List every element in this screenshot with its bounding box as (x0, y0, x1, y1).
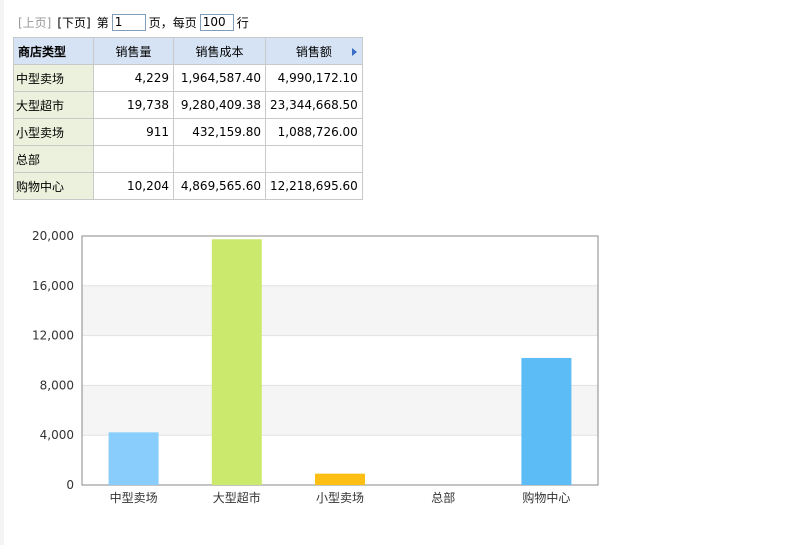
table-row: 大型超市 19,738 9,280,409.38 23,344,668.50 (13, 91, 363, 119)
header-sales-amount-label: 销售额 (295, 44, 332, 59)
table-row: 购物中心 10,204 4,869,565.60 12,218,695.60 (13, 172, 363, 200)
cell-qty: 911 (93, 118, 174, 146)
cell-cost: 9,280,409.38 (173, 91, 266, 119)
cell-sales: 4,990,172.10 (265, 64, 363, 92)
header-store-type[interactable]: 商店类型 (13, 37, 94, 65)
page-prefix-label: 第 (96, 15, 109, 30)
header-sales-qty[interactable]: 销售量 (93, 37, 174, 65)
cell-cost: 432,159.80 (173, 118, 266, 146)
x-tick-label: 中型卖场 (110, 490, 158, 505)
plot-area-border (81, 235, 599, 486)
cell-qty: 10,204 (93, 172, 174, 200)
bar-5[interactable] (521, 357, 572, 485)
bar-2[interactable] (211, 239, 262, 485)
cell-store-type: 购物中心 (13, 172, 94, 200)
table-row: 中型卖场 4,229 1,964,587.40 4,990,172.10 (13, 64, 363, 92)
x-tick-label: 大型超市 (213, 490, 261, 505)
cell-sales: 12,218,695.60 (265, 172, 363, 200)
y-tick-label: 8,000 (40, 378, 74, 392)
sales-table: 商店类型 销售量 销售成本 销售额 中型卖场 4,229 1,964,587.4… (13, 37, 363, 200)
y-tick-label: 20,000 (32, 229, 74, 243)
bar-3[interactable] (315, 473, 365, 485)
table-row: 总部 (13, 145, 363, 173)
cell-store-type: 大型超市 (13, 91, 94, 119)
bar-1[interactable] (108, 432, 159, 485)
page-suffix-label: 页，每页 (148, 15, 197, 30)
cell-sales: 23,344,668.50 (265, 91, 363, 119)
y-tick-label: 4,000 (40, 428, 74, 442)
cell-sales: 1,088,726.00 (265, 118, 363, 146)
grid-band (82, 285, 598, 336)
cell-store-type: 总部 (13, 145, 94, 173)
grid-band (82, 385, 598, 436)
left-margin-strip (0, 0, 4, 545)
cell-store-type: 中型卖场 (13, 64, 94, 92)
cell-store-type: 小型卖场 (13, 118, 94, 146)
cell-qty (93, 145, 174, 173)
x-tick-label: 小型卖场 (316, 491, 364, 505)
header-sales-cost[interactable]: 销售成本 (173, 37, 266, 65)
header-sales-amount[interactable]: 销售额 (265, 37, 363, 65)
page-number-input[interactable] (111, 13, 146, 31)
cell-qty: 4,229 (93, 64, 174, 92)
y-tick-label: 16,000 (32, 279, 74, 293)
y-tick-label: 0 (66, 478, 74, 492)
sales-qty-bar-chart: 0 4,000 8,000 12,000 16,000 20,000 中型卖场 大型超市 小型卖… (32, 229, 599, 505)
prev-page-link[interactable]: [上页] (18, 15, 52, 30)
rows-suffix-label: 行 (236, 15, 249, 30)
cell-sales (265, 145, 363, 173)
page-size-input[interactable] (199, 13, 234, 31)
cell-qty: 19,738 (93, 91, 174, 119)
x-tick-label: 购物中心 (522, 490, 570, 505)
expand-arrow-icon[interactable] (351, 48, 357, 56)
cell-cost: 4,869,565.60 (173, 172, 266, 200)
cell-cost: 1,964,587.40 (173, 64, 266, 92)
cell-cost (173, 145, 266, 173)
pagination-bar: [上页] [下页] 第 页，每页 行 (18, 12, 249, 32)
x-tick-label: 总部 (431, 490, 455, 505)
y-tick-label: 12,000 (32, 329, 74, 343)
next-page-link[interactable]: [下页] (57, 15, 91, 30)
table-row: 小型卖场 911 432,159.80 1,088,726.00 (13, 118, 363, 146)
table-header-row: 商店类型 销售量 销售成本 销售额 (13, 37, 363, 65)
